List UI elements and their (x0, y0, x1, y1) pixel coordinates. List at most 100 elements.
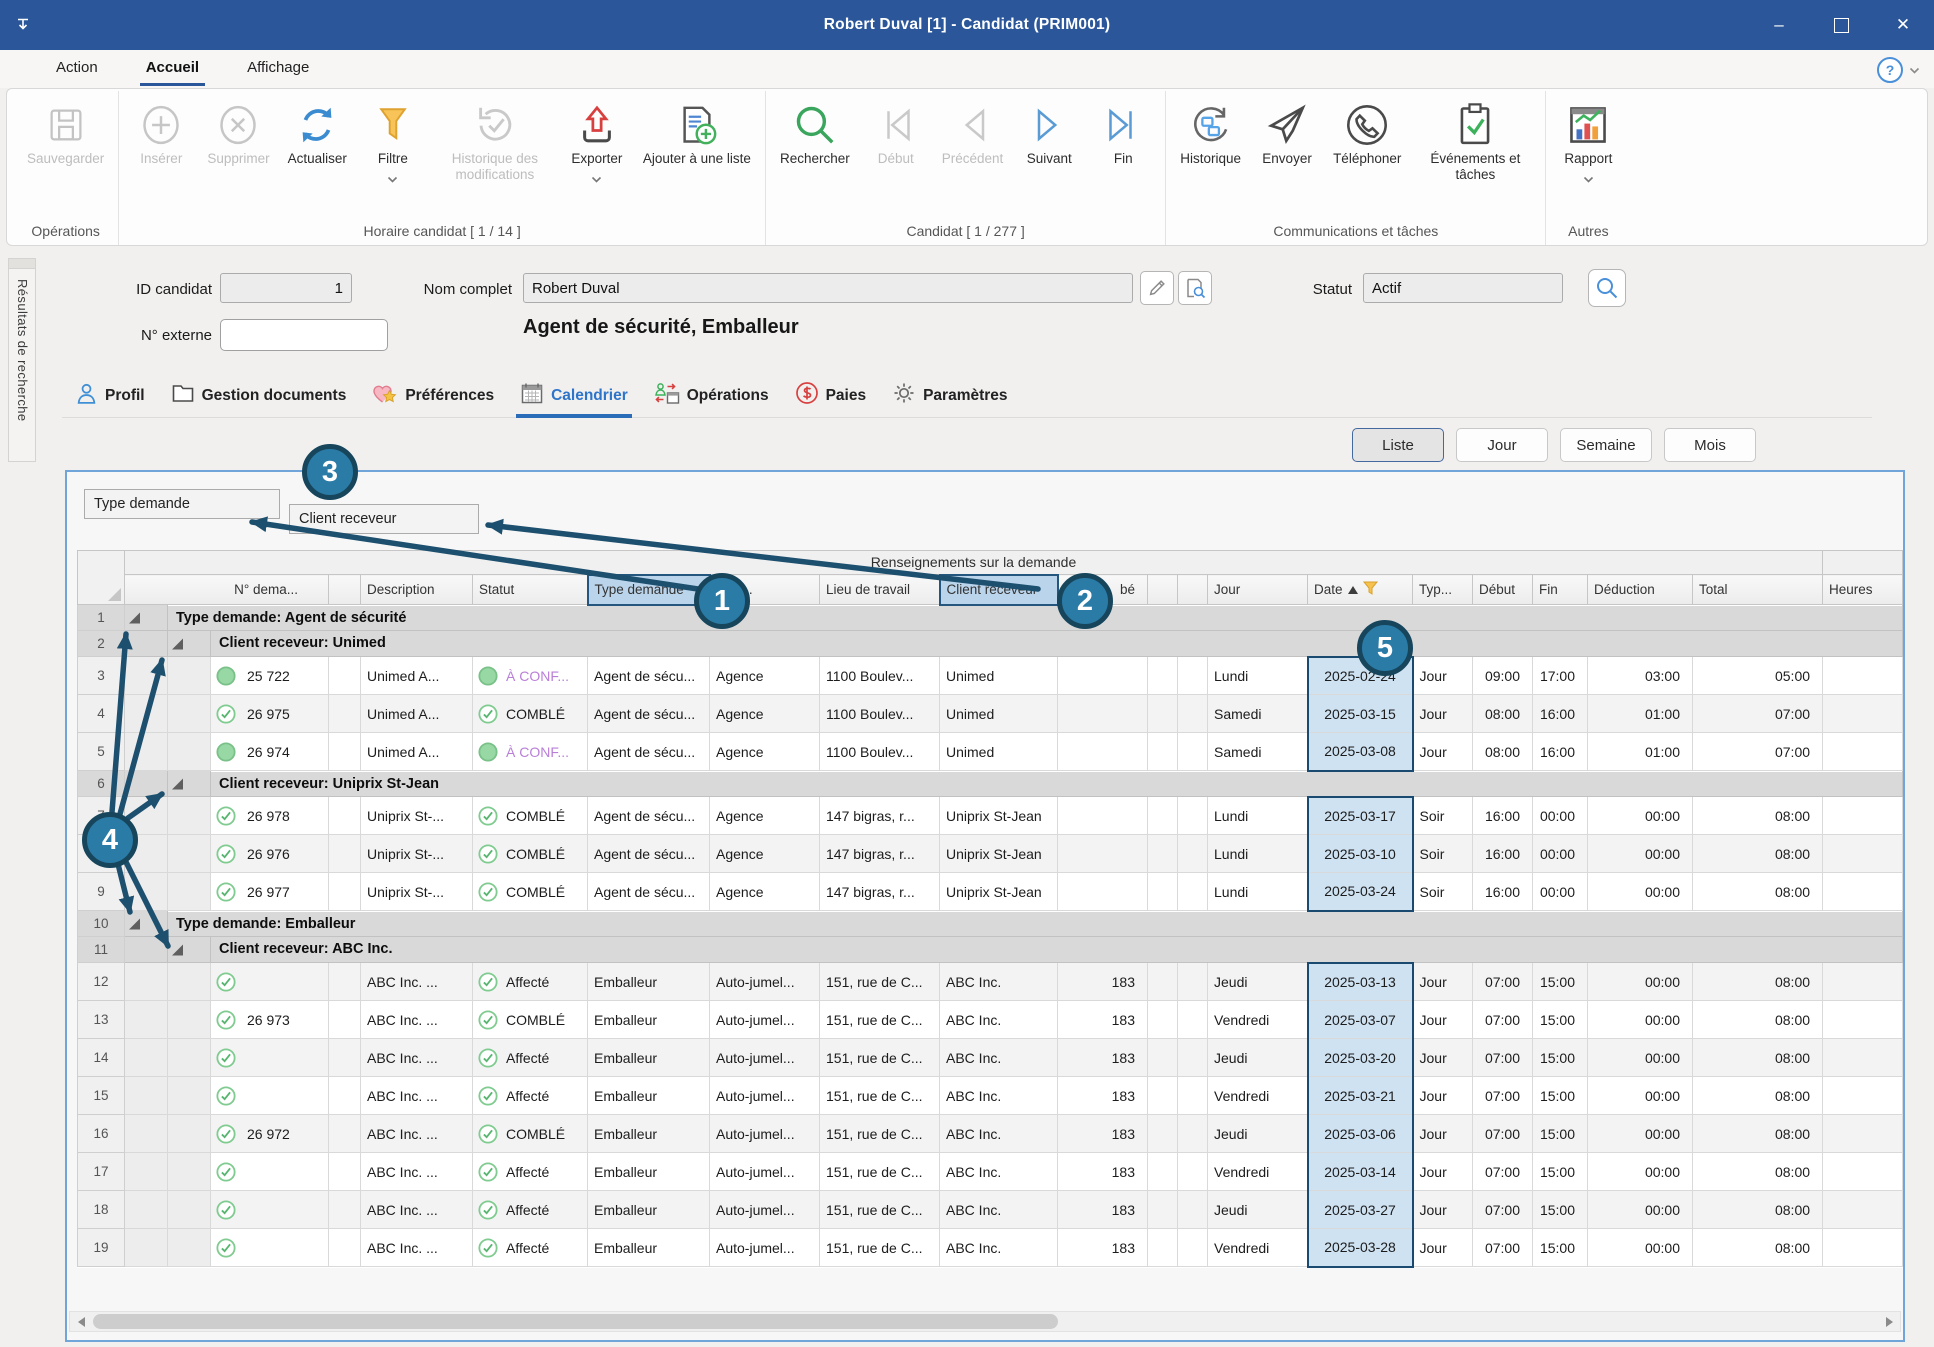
status-pending-icon (478, 741, 498, 762)
horizontal-scrollbar[interactable] (69, 1311, 1901, 1332)
menu-tab-affichage[interactable]: Affichage (247, 59, 310, 76)
ribbon-report-button[interactable]: Rapport (1551, 91, 1625, 183)
minimize-button[interactable]: – (1774, 15, 1784, 34)
column-header-ded[interactable]: Déduction (1587, 574, 1693, 605)
cell-blank (1147, 1076, 1178, 1115)
cell-blank (1177, 732, 1208, 771)
ribbon-phone-button[interactable]: Téléphoner (1324, 91, 1410, 167)
table-row[interactable]: 14 ABC Inc. ... Affecté Emballeur Auto-jumel… (77, 1038, 1904, 1077)
id-candidat-field[interactable] (220, 273, 352, 303)
view-mois-button[interactable]: Mois (1664, 428, 1756, 462)
table-row[interactable]: 15 ABC Inc. ... Affecté Emballeur Auto-jumel… (77, 1076, 1904, 1115)
column-header-lieu[interactable]: Lieu de travail (819, 574, 940, 605)
tab-calendrier[interactable]: Calendrier (507, 375, 641, 418)
table-row[interactable]: 17 ABC Inc. ... Affecté Emballeur Auto-jumel… (77, 1152, 1904, 1191)
table-row[interactable]: 13 26 973 ABC Inc. ... COMBLÉ Emballeur Auto-… (77, 1000, 1904, 1039)
column-header-type[interactable]: Type demande (586, 573, 711, 606)
nom-complet-field[interactable] (523, 273, 1133, 303)
groupby-type-demande[interactable]: Type demande (84, 489, 280, 519)
save-icon (46, 99, 86, 151)
ribbon-history-button[interactable]: Historique (1171, 91, 1250, 167)
menu-tab-accueil[interactable]: Accueil (122, 50, 223, 88)
cell-num (210, 962, 329, 1001)
group-row[interactable]: 10 Type demande: Emballeur (77, 910, 1904, 937)
column-header-jour[interactable]: Jour (1207, 574, 1308, 605)
search-results-panel-tab[interactable]: Résultats de recherche (8, 258, 36, 462)
table-row[interactable]: 16 26 972 ABC Inc. ... COMBLÉ Emballeur Auto-… (77, 1114, 1904, 1153)
column-header-statut[interactable]: Statut (472, 574, 588, 605)
ribbon-search-button[interactable]: Rechercher (771, 91, 859, 167)
maximize-button[interactable] (1810, 0, 1872, 50)
table-row[interactable]: 19 ABC Inc. ... Affecté Emballeur Auto-jumel… (77, 1228, 1904, 1268)
column-header-desc[interactable]: Description (360, 574, 473, 605)
statut-field[interactable] (1363, 273, 1563, 303)
ribbon-next-button[interactable]: Suivant (1012, 91, 1086, 167)
statut-search-button[interactable] (1588, 269, 1626, 307)
column-header-date[interactable]: Date (1307, 574, 1413, 605)
table-row[interactable]: 9 26 977 Uniprix St-... COMBLÉ Agent de sécu… (77, 872, 1904, 912)
ribbon-export-button[interactable]: Exporter (560, 91, 634, 183)
ribbon-add-to-list-button[interactable]: Ajouter à une liste (634, 91, 760, 167)
chevron-down-icon[interactable] (1909, 67, 1920, 74)
group-row[interactable]: 6 Client receveur: Uniprix St-Jean (77, 770, 1904, 797)
ribbon-last-button[interactable]: Fin (1086, 91, 1160, 167)
column-header-client[interactable]: Client receveur (938, 573, 1059, 606)
ribbon-filter-button[interactable]: Filtre (356, 91, 430, 183)
close-button[interactable]: ✕ (1895, 15, 1911, 34)
group-row[interactable]: 1 Type demande: Agent de sécurité (77, 604, 1904, 631)
groupby-client-receveur[interactable]: Client receveur (289, 504, 479, 534)
column-header-debut[interactable]: Début (1472, 574, 1533, 605)
cell-type: Agent de sécu... (587, 872, 710, 911)
cell-total: 08:00 (1691, 1190, 1824, 1229)
group-collapse-cell[interactable] (167, 936, 211, 963)
table-row[interactable]: 3 25 722 Unimed A... À CONF... Agent de sécu… (77, 655, 1904, 695)
group-collapse-cell[interactable] (124, 910, 168, 937)
table-row[interactable]: 18 ABC Inc. ... Affecté Emballeur Auto-jumel… (77, 1190, 1904, 1229)
group-row[interactable]: 11 Client receveur: ABC Inc. (77, 936, 1904, 963)
view-jour-button[interactable]: Jour (1456, 428, 1548, 462)
column-header-b2[interactable] (1147, 574, 1178, 605)
column-header-b3[interactable] (1177, 574, 1208, 605)
no-externe-field[interactable] (220, 319, 388, 351)
scroll-left-icon[interactable] (70, 1312, 90, 1331)
scrollbar-thumb[interactable] (93, 1314, 1058, 1329)
column-header-typ[interactable]: Typ... (1412, 574, 1473, 605)
ribbon-send-button[interactable]: Envoyer (1250, 91, 1324, 167)
help-icon[interactable]: ? (1877, 57, 1903, 83)
ribbon-events-tasks-button[interactable]: Événements et tâches (1410, 91, 1540, 183)
column-header-total[interactable]: Total (1691, 574, 1824, 605)
status-check-icon (216, 1123, 236, 1144)
column-header-num[interactable]: N° dema... (124, 574, 329, 605)
ribbon-refresh-button[interactable]: Actualiser (279, 91, 356, 167)
table-row[interactable]: 4 26 975 Unimed A... COMBLÉ Agent de sécu...… (77, 694, 1904, 733)
filter-active-icon[interactable] (1362, 581, 1378, 598)
group-collapse-cell[interactable] (167, 770, 211, 797)
tab-preferences[interactable]: Préférences (359, 375, 507, 417)
tab-label: Préférences (405, 386, 495, 404)
tab-operations[interactable]: Opérations (641, 375, 782, 417)
column-header-b1[interactable] (328, 574, 361, 605)
row-number: 1 (77, 604, 125, 631)
group-row[interactable]: 2 Client receveur: Unimed (77, 630, 1904, 657)
select-all-corner[interactable] (77, 550, 125, 605)
table-row[interactable]: 12 ABC Inc. ... Affecté Emballeur Auto-jumel… (77, 961, 1904, 1001)
tab-parametres[interactable]: Paramètres (879, 375, 1020, 417)
tab-paies[interactable]: Paies (782, 375, 880, 417)
view-liste-button[interactable]: Liste (1352, 428, 1444, 462)
cell-type: Emballeur (587, 1076, 710, 1115)
window-pin-icon[interactable] (16, 17, 36, 33)
column-header-fin[interactable]: Fin (1532, 574, 1588, 605)
edit-name-button[interactable] (1140, 271, 1174, 305)
scroll-right-icon[interactable] (1880, 1312, 1900, 1331)
group-collapse-cell[interactable] (124, 604, 168, 631)
column-header-heures[interactable]: Heures (1822, 574, 1904, 605)
group-collapse-cell[interactable] (167, 630, 211, 657)
preview-document-button[interactable] (1178, 271, 1212, 305)
tab-profil[interactable]: Profil (62, 375, 158, 417)
menu-tab-action[interactable]: Action (56, 59, 98, 76)
table-row[interactable]: 5 26 974 Unimed A... À CONF... Agent de sécu… (77, 732, 1904, 772)
tab-gestion-documents[interactable]: Gestion documents (158, 375, 360, 417)
view-semaine-button[interactable]: Semaine (1560, 428, 1652, 462)
